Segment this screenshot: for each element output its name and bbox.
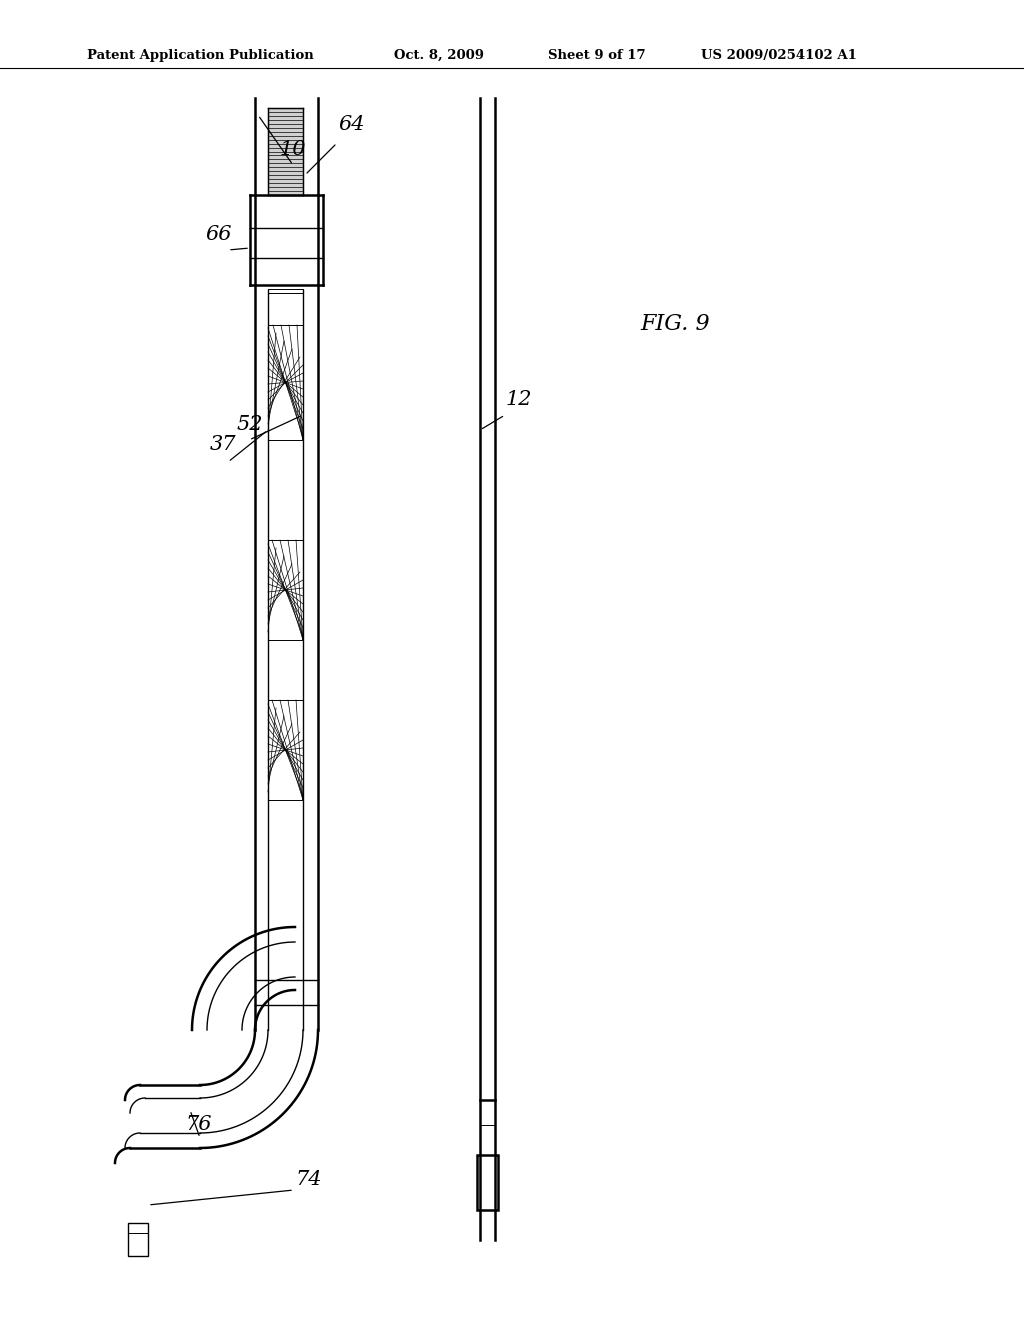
Text: 66: 66: [205, 224, 231, 244]
Bar: [268, 108, 303, 195]
Bar: [128, 1224, 148, 1257]
Text: Sheet 9 of 17: Sheet 9 of 17: [548, 49, 645, 62]
Text: 52: 52: [237, 414, 263, 434]
Text: 74: 74: [295, 1170, 322, 1189]
Text: 76: 76: [185, 1115, 212, 1134]
Text: 37: 37: [210, 436, 237, 454]
Text: Patent Application Publication: Patent Application Publication: [87, 49, 313, 62]
Text: FIG. 9: FIG. 9: [640, 313, 710, 335]
Text: 12: 12: [506, 389, 532, 409]
Bar: [477, 1155, 498, 1210]
Text: US 2009/0254102 A1: US 2009/0254102 A1: [701, 49, 857, 62]
Text: Oct. 8, 2009: Oct. 8, 2009: [394, 49, 484, 62]
Text: 64: 64: [338, 115, 365, 135]
Text: 10: 10: [280, 140, 306, 158]
